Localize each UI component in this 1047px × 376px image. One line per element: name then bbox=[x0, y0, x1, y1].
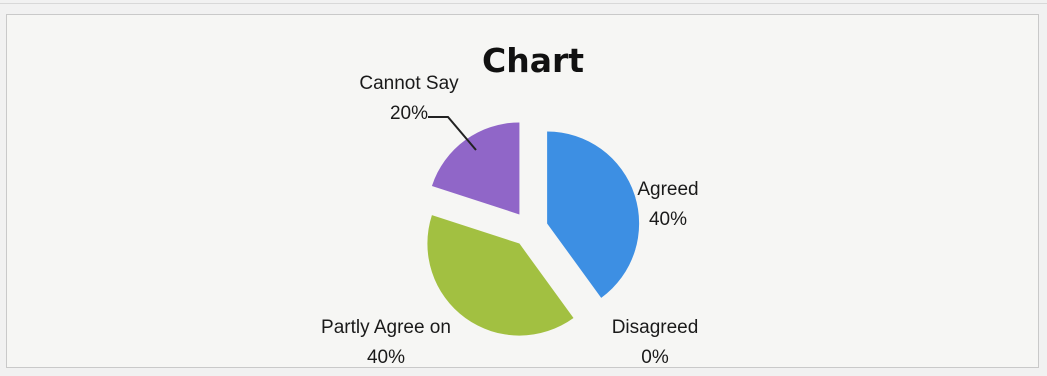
data-label-disagreed-name: Disagreed bbox=[612, 317, 699, 338]
data-label-agreed-name: Agreed bbox=[637, 179, 698, 200]
data-label-partly-agree-on-name: Partly Agree on bbox=[321, 317, 451, 338]
data-label-cannot-say-value: 20% bbox=[390, 103, 428, 124]
data-label-disagreed-value: 0% bbox=[641, 347, 669, 368]
data-label-cannot-say-name: Cannot Say bbox=[359, 73, 459, 94]
page-top-rule bbox=[0, 3, 1047, 4]
pie-slice-agreed bbox=[547, 131, 640, 298]
leader-line-cannot-say bbox=[428, 116, 477, 151]
pie-slice-cannot-say bbox=[431, 122, 520, 215]
data-label-agreed-value: 40% bbox=[649, 209, 687, 230]
data-label-partly-agree-on-value: 40% bbox=[367, 347, 405, 368]
pie-slice-partly-agree-on bbox=[427, 215, 574, 336]
chart-title: Chart bbox=[482, 41, 584, 80]
